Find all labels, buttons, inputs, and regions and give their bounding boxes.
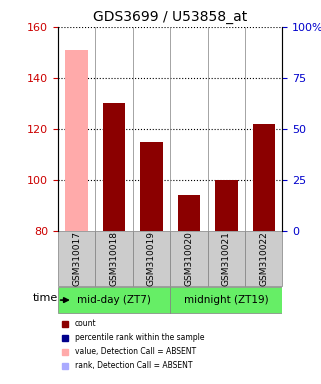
Text: GSM310021: GSM310021 [222, 231, 231, 286]
Text: GSM310020: GSM310020 [184, 231, 193, 286]
Text: value, Detection Call = ABSENT: value, Detection Call = ABSENT [74, 347, 196, 356]
Bar [140, 142, 163, 231]
Bar [65, 50, 88, 231]
FancyBboxPatch shape [58, 231, 95, 286]
Text: GSM310019: GSM310019 [147, 231, 156, 286]
FancyBboxPatch shape [133, 231, 170, 286]
Bar [178, 195, 200, 231]
Text: mid-day (ZT7): mid-day (ZT7) [77, 295, 151, 305]
Text: rank, Detection Call = ABSENT: rank, Detection Call = ABSENT [74, 361, 192, 371]
Text: percentile rank within the sample: percentile rank within the sample [74, 333, 204, 342]
Text: count: count [74, 319, 96, 328]
Text: GSM310017: GSM310017 [72, 231, 81, 286]
Text: time: time [32, 293, 58, 303]
Bar [215, 180, 238, 231]
FancyBboxPatch shape [208, 231, 245, 286]
FancyBboxPatch shape [170, 231, 208, 286]
Text: GSM310022: GSM310022 [259, 231, 268, 286]
Bar [253, 124, 275, 231]
Title: GDS3699 / U53858_at: GDS3699 / U53858_at [93, 10, 247, 25]
Bar [103, 103, 125, 231]
FancyBboxPatch shape [95, 231, 133, 286]
Text: midnight (ZT19): midnight (ZT19) [184, 295, 269, 305]
FancyBboxPatch shape [245, 231, 282, 286]
FancyBboxPatch shape [170, 287, 282, 313]
FancyBboxPatch shape [58, 287, 170, 313]
Text: GSM310018: GSM310018 [109, 231, 118, 286]
